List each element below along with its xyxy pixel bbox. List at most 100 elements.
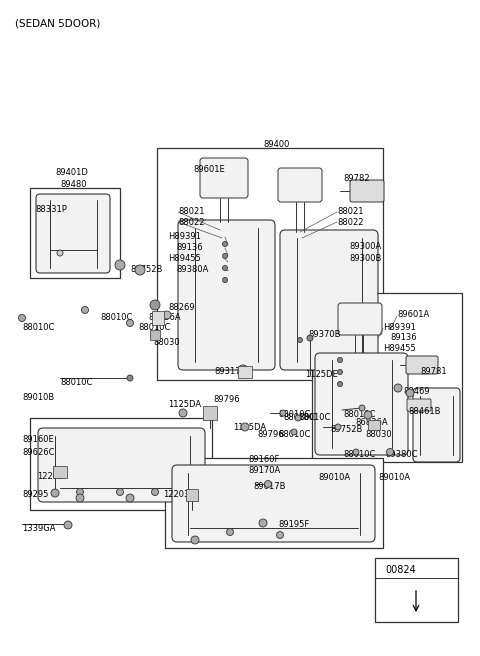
Text: 89782: 89782 <box>343 174 370 183</box>
Circle shape <box>51 489 59 497</box>
Circle shape <box>117 489 123 495</box>
Text: 89400: 89400 <box>263 140 289 149</box>
Text: 88010C: 88010C <box>60 378 92 387</box>
Text: 1125DA: 1125DA <box>233 423 266 432</box>
Text: 89401D: 89401D <box>55 168 88 177</box>
Text: H89391: H89391 <box>168 232 201 241</box>
Circle shape <box>223 266 228 270</box>
Text: 86836A: 86836A <box>148 313 180 322</box>
Text: 89317B: 89317B <box>214 367 247 376</box>
Bar <box>30 188 120 278</box>
Circle shape <box>280 410 286 416</box>
Circle shape <box>135 265 145 275</box>
Text: 88010C: 88010C <box>278 430 311 439</box>
Text: 89300A: 89300A <box>349 242 381 251</box>
Text: 89380A: 89380A <box>176 265 208 274</box>
Text: 88010C: 88010C <box>343 450 375 459</box>
Bar <box>368 420 380 430</box>
Text: 00824: 00824 <box>385 565 416 575</box>
Circle shape <box>291 429 297 435</box>
Bar <box>30 418 212 510</box>
Circle shape <box>223 253 228 258</box>
Text: 88010C: 88010C <box>298 413 330 422</box>
Circle shape <box>337 382 343 386</box>
Text: 86836A: 86836A <box>355 418 388 427</box>
Text: 1125DE: 1125DE <box>305 370 338 379</box>
Text: 88030: 88030 <box>153 338 180 347</box>
Text: 89601E: 89601E <box>193 165 225 174</box>
Text: 88010C: 88010C <box>100 313 132 322</box>
Circle shape <box>223 277 228 283</box>
Bar <box>165 458 383 548</box>
Text: 89136: 89136 <box>176 243 203 252</box>
FancyBboxPatch shape <box>278 168 322 202</box>
Circle shape <box>241 423 249 431</box>
Circle shape <box>394 384 402 392</box>
Text: H89455: H89455 <box>383 344 416 353</box>
Text: 89781: 89781 <box>420 367 446 376</box>
Text: 89617B: 89617B <box>253 482 286 491</box>
FancyBboxPatch shape <box>315 353 408 455</box>
Text: 88010C: 88010C <box>138 323 170 332</box>
Text: 88010C: 88010C <box>22 323 54 332</box>
Bar <box>312 293 462 462</box>
Circle shape <box>127 319 133 327</box>
Text: 89796: 89796 <box>257 430 284 439</box>
FancyBboxPatch shape <box>350 180 384 202</box>
Circle shape <box>307 335 313 341</box>
FancyBboxPatch shape <box>406 356 438 374</box>
Circle shape <box>126 494 134 502</box>
Text: 89010B: 89010B <box>22 393 54 402</box>
Circle shape <box>298 337 302 342</box>
Text: 89480: 89480 <box>60 180 86 189</box>
Circle shape <box>76 494 84 502</box>
Text: 12203: 12203 <box>37 472 63 481</box>
Text: 89136: 89136 <box>390 333 417 342</box>
FancyBboxPatch shape <box>280 230 378 370</box>
Circle shape <box>406 389 414 397</box>
Bar <box>150 330 160 340</box>
Text: 1125DA: 1125DA <box>168 400 201 409</box>
Text: H89455: H89455 <box>168 254 201 263</box>
Circle shape <box>238 365 248 375</box>
Text: 88010C: 88010C <box>278 410 311 419</box>
Text: 89295: 89295 <box>22 490 48 499</box>
Text: 88010C: 88010C <box>343 410 375 419</box>
Text: 88469: 88469 <box>403 387 430 396</box>
FancyBboxPatch shape <box>172 465 375 542</box>
Text: 88331P: 88331P <box>35 205 67 214</box>
Circle shape <box>82 306 88 314</box>
Text: 12203: 12203 <box>163 490 190 499</box>
Circle shape <box>127 375 133 381</box>
Circle shape <box>337 369 343 375</box>
Text: 88022: 88022 <box>178 218 204 227</box>
Text: 89300B: 89300B <box>349 254 382 263</box>
Text: 88010C: 88010C <box>283 413 315 422</box>
Circle shape <box>76 489 84 495</box>
Text: 89380C: 89380C <box>385 450 418 459</box>
FancyBboxPatch shape <box>338 303 382 335</box>
FancyBboxPatch shape <box>200 158 248 198</box>
Bar <box>152 311 164 325</box>
Text: 89195F: 89195F <box>278 520 309 529</box>
Circle shape <box>57 250 63 256</box>
FancyBboxPatch shape <box>407 399 431 411</box>
Bar <box>186 489 198 501</box>
Text: (SEDAN 5DOOR): (SEDAN 5DOOR) <box>15 18 100 28</box>
Circle shape <box>150 300 160 310</box>
Circle shape <box>276 531 284 539</box>
Text: 89010A: 89010A <box>378 473 410 482</box>
Bar <box>53 466 67 478</box>
Text: 88021: 88021 <box>337 207 363 216</box>
Text: 89170A: 89170A <box>248 466 280 475</box>
Circle shape <box>115 260 125 270</box>
Circle shape <box>386 449 394 455</box>
Circle shape <box>264 480 272 487</box>
Text: 88269: 88269 <box>168 303 194 312</box>
Text: 89010A: 89010A <box>318 473 350 482</box>
Circle shape <box>163 311 171 319</box>
FancyBboxPatch shape <box>38 428 205 502</box>
Circle shape <box>64 521 72 529</box>
Text: 89160E: 89160E <box>22 435 54 444</box>
Circle shape <box>295 415 301 421</box>
